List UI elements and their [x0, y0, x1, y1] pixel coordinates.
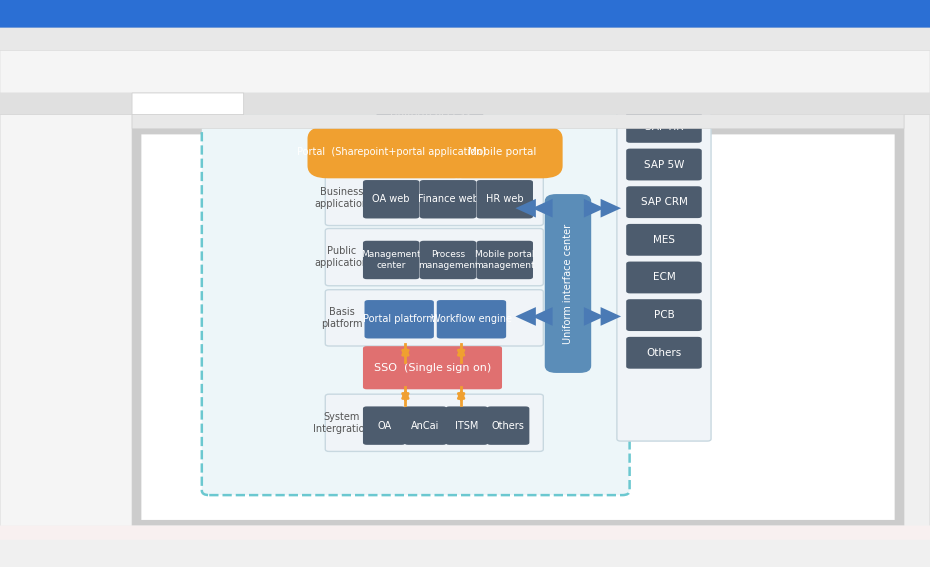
FancyBboxPatch shape: [308, 126, 475, 179]
Text: Portal platform: Portal platform: [363, 314, 435, 324]
FancyBboxPatch shape: [626, 299, 702, 331]
FancyBboxPatch shape: [326, 394, 543, 451]
FancyBboxPatch shape: [626, 224, 702, 256]
Polygon shape: [584, 199, 604, 218]
Text: PCB: PCB: [654, 310, 674, 320]
FancyBboxPatch shape: [617, 88, 711, 441]
Polygon shape: [532, 307, 552, 326]
Text: SAP CRM: SAP CRM: [641, 197, 687, 207]
FancyBboxPatch shape: [626, 261, 702, 293]
FancyBboxPatch shape: [363, 180, 419, 218]
FancyBboxPatch shape: [545, 194, 591, 373]
Text: Management
center: Management center: [362, 250, 421, 270]
Text: Public
application: Public application: [315, 246, 369, 268]
FancyBboxPatch shape: [132, 115, 904, 129]
FancyBboxPatch shape: [0, 28, 930, 50]
FancyBboxPatch shape: [0, 526, 930, 540]
FancyBboxPatch shape: [0, 526, 930, 567]
FancyBboxPatch shape: [626, 111, 702, 143]
Text: SAP HR: SAP HR: [644, 122, 684, 132]
Text: Workflow engine: Workflow engine: [431, 314, 512, 324]
FancyBboxPatch shape: [363, 407, 405, 445]
Text: Basis
platform: Basis platform: [321, 307, 363, 329]
FancyBboxPatch shape: [365, 300, 434, 338]
Text: Libraries: Libraries: [44, 122, 88, 132]
Text: Mobile portal: Mobile portal: [468, 147, 537, 157]
Polygon shape: [584, 307, 604, 326]
FancyBboxPatch shape: [442, 126, 563, 179]
Text: Process
management: Process management: [418, 250, 478, 270]
Text: OA web: OA web: [372, 194, 410, 204]
Text: Uniform interface center: Uniform interface center: [563, 223, 573, 344]
Text: Mobile portal
management: Mobile portal management: [474, 250, 535, 270]
Text: Uniform access: Uniform access: [390, 109, 470, 119]
FancyBboxPatch shape: [363, 346, 502, 390]
Text: Others: Others: [492, 421, 525, 430]
Text: enterprise-archite...: enterprise-archite...: [140, 99, 223, 108]
FancyBboxPatch shape: [419, 180, 476, 218]
Text: Business
application: Business application: [315, 187, 369, 209]
Polygon shape: [601, 307, 621, 326]
FancyBboxPatch shape: [476, 180, 533, 218]
Text: MES: MES: [653, 235, 675, 245]
Text: SSO  (Single sign on): SSO (Single sign on): [374, 363, 491, 373]
Text: ITSM: ITSM: [455, 421, 479, 430]
FancyBboxPatch shape: [476, 241, 533, 279]
FancyBboxPatch shape: [405, 407, 446, 445]
Text: ECM: ECM: [653, 273, 675, 282]
Polygon shape: [601, 199, 621, 218]
Text: AnCai: AnCai: [411, 421, 440, 430]
FancyBboxPatch shape: [141, 134, 895, 520]
FancyBboxPatch shape: [0, 93, 930, 115]
Text: Finance web: Finance web: [418, 194, 478, 204]
FancyBboxPatch shape: [419, 241, 476, 279]
FancyBboxPatch shape: [202, 72, 630, 495]
FancyBboxPatch shape: [0, 0, 930, 28]
FancyBboxPatch shape: [437, 300, 506, 338]
FancyBboxPatch shape: [0, 50, 930, 93]
FancyBboxPatch shape: [326, 229, 543, 286]
FancyBboxPatch shape: [904, 115, 930, 567]
FancyBboxPatch shape: [132, 129, 904, 526]
FancyBboxPatch shape: [363, 241, 419, 279]
Text: SAP 5W: SAP 5W: [644, 159, 684, 170]
FancyBboxPatch shape: [486, 407, 529, 445]
Text: Enterprise Architecture: Enterprise Architecture: [13, 144, 119, 153]
Text: HR web: HR web: [486, 194, 524, 204]
Text: Wondershare EdrawMax: Wondershare EdrawMax: [74, 9, 193, 19]
Text: Business Model: Business Model: [624, 97, 704, 107]
Polygon shape: [515, 199, 536, 218]
FancyBboxPatch shape: [0, 115, 132, 567]
FancyBboxPatch shape: [326, 170, 543, 226]
FancyBboxPatch shape: [377, 96, 484, 132]
FancyBboxPatch shape: [326, 290, 543, 346]
Text: Portal  (Sharepoint+portal application): Portal (Sharepoint+portal application): [297, 147, 485, 157]
FancyBboxPatch shape: [132, 93, 244, 115]
FancyBboxPatch shape: [626, 187, 702, 218]
Polygon shape: [532, 199, 552, 218]
Text: OA: OA: [378, 421, 392, 430]
Polygon shape: [515, 307, 536, 326]
Text: Others: Others: [646, 348, 682, 358]
FancyBboxPatch shape: [626, 149, 702, 180]
FancyBboxPatch shape: [626, 337, 702, 369]
FancyBboxPatch shape: [445, 407, 488, 445]
Text: System
Intergration: System Intergration: [313, 412, 371, 434]
